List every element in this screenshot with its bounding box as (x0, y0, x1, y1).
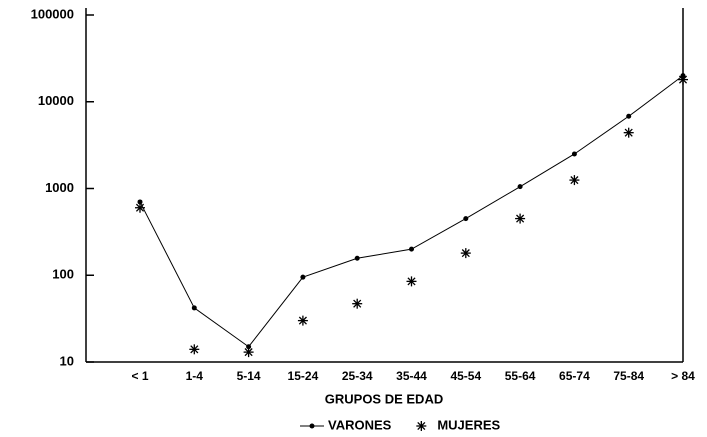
point (300, 274, 306, 280)
y-tick-label: 10 (60, 353, 74, 368)
point (406, 276, 417, 287)
point (416, 421, 427, 431)
asterisk-stroke (678, 75, 688, 84)
point (309, 423, 315, 429)
point (243, 347, 254, 358)
x-tick-label: < 1 (131, 369, 148, 383)
asterisk-stroke (353, 299, 362, 308)
legend-label: VARONES (328, 417, 392, 432)
x-tick-label: 25-34 (342, 369, 373, 383)
y-tick-label: 100000 (31, 6, 74, 21)
x-tick-label: 5-14 (237, 369, 261, 383)
point (246, 344, 252, 350)
asterisk-stroke (516, 214, 525, 223)
point (189, 344, 200, 355)
point (409, 246, 414, 252)
x-tick-label: 75-84 (613, 369, 644, 383)
x-tick-label: 55-64 (505, 369, 536, 383)
point (517, 184, 523, 190)
x-tick-label: 65-74 (559, 369, 590, 383)
point (354, 255, 360, 261)
asterisk-stroke (461, 249, 470, 258)
x-tick-label: 35-44 (396, 369, 427, 383)
y-tick-label: 1000 (45, 180, 74, 195)
point (569, 175, 580, 186)
asterisk-stroke (417, 421, 426, 431)
x-tick-label: 45-54 (450, 369, 481, 383)
point (623, 127, 634, 138)
point (352, 298, 363, 309)
point (191, 305, 197, 311)
y-tick-label: 10000 (38, 93, 74, 108)
asterisk-stroke (570, 176, 579, 185)
series-line (139, 75, 684, 348)
asterisk-stroke (624, 128, 633, 137)
x-tick-label: 1-4 (186, 369, 204, 383)
legend-label: MUJERES (437, 417, 500, 432)
point (135, 202, 145, 213)
asterisk-stroke (244, 348, 253, 357)
point (297, 315, 308, 326)
point (460, 248, 471, 259)
x-tick-label: > 84 (671, 369, 695, 383)
asterisk-stroke (135, 203, 145, 212)
x-axis-label: GRUPOS DE EDAD (325, 391, 443, 406)
asterisk-stroke (298, 316, 307, 325)
point (571, 151, 577, 157)
point (137, 199, 143, 205)
point (463, 216, 469, 222)
point (515, 213, 526, 224)
asterisk-stroke (190, 345, 199, 354)
point (678, 74, 688, 85)
y-tick-label: 100 (52, 267, 74, 282)
asterisk-stroke (407, 277, 416, 286)
point (626, 113, 632, 119)
x-tick-label: 15-24 (288, 369, 319, 383)
